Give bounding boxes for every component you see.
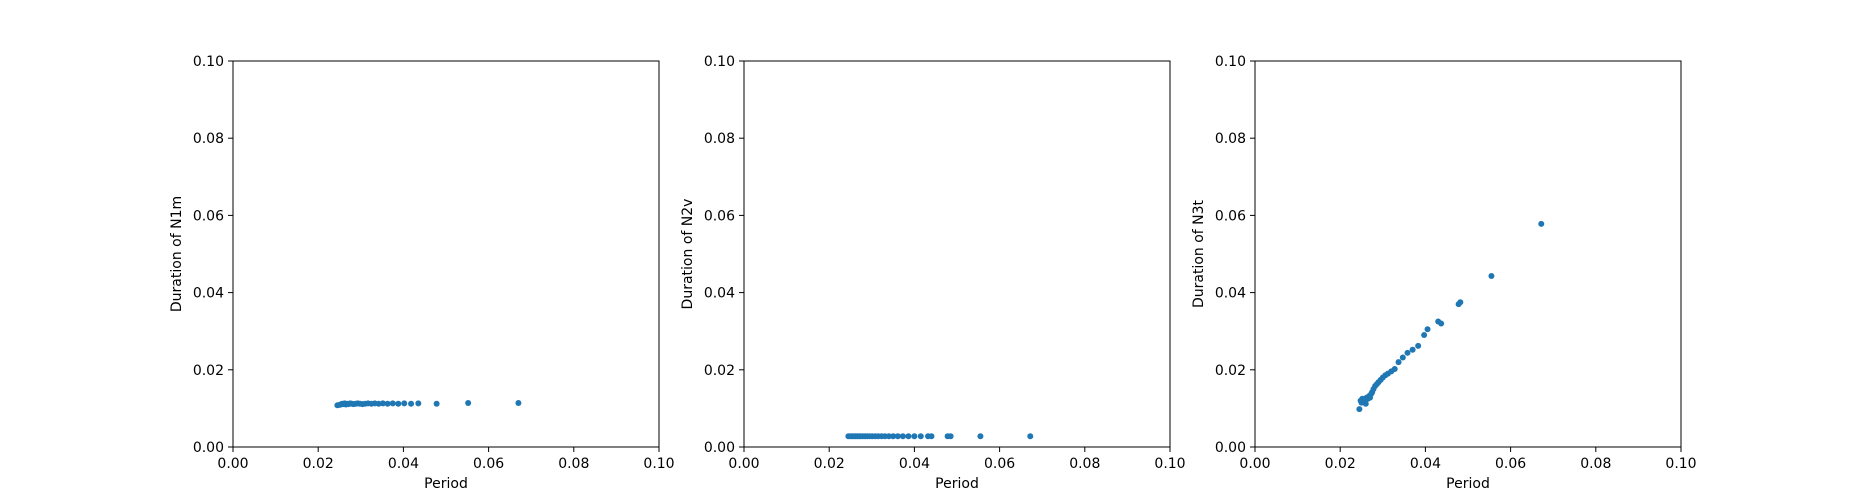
- x-tick-label: 0.10: [643, 456, 674, 472]
- y-tick-label: 0.04: [193, 286, 224, 302]
- y-axis-label: Duration of N2v: [680, 199, 696, 310]
- data-point: [977, 433, 984, 440]
- y-tick-label: 0.10: [704, 54, 735, 70]
- data-point: [885, 433, 892, 440]
- x-tick-label: 0.04: [388, 456, 419, 472]
- x-tick-label: 0.08: [558, 456, 589, 472]
- y-tick-label: 0.00: [193, 440, 224, 456]
- data-point: [401, 400, 408, 407]
- y-tick-label: 0.04: [704, 286, 735, 302]
- x-axis-label: Period: [1446, 476, 1490, 492]
- x-axis-label: Period: [424, 476, 468, 492]
- data-point: [395, 400, 402, 407]
- data-point: [1409, 346, 1416, 353]
- data-point: [1538, 220, 1545, 227]
- x-tick-label: 0.00: [217, 456, 248, 472]
- data-point: [1457, 299, 1464, 306]
- y-tick-label: 0.02: [193, 363, 224, 379]
- data-point: [894, 433, 901, 440]
- data-point: [1027, 433, 1034, 440]
- y-tick-label: 0.00: [704, 440, 735, 456]
- data-point: [1395, 359, 1402, 366]
- panel-2: 0.00 0.02 0.04 0.06 0.08 0.10 0.00 0.02 0.04 0.06…: [680, 54, 1186, 492]
- plot-frame: [743, 60, 1171, 448]
- data-point: [1421, 332, 1428, 339]
- data-point: [1399, 354, 1406, 361]
- x-tick-label: 0.08: [1580, 456, 1611, 472]
- data-point: [905, 433, 912, 440]
- y-tick-label: 0.10: [1215, 54, 1246, 70]
- data-point: [1438, 320, 1445, 327]
- data-point: [515, 399, 522, 406]
- x-tick-label: 0.02: [814, 456, 845, 472]
- data-point: [890, 433, 897, 440]
- x-tick-label: 0.02: [303, 456, 334, 472]
- x-tick-label: 0.02: [1325, 456, 1356, 472]
- y-tick-label: 0.06: [704, 208, 735, 224]
- data-point: [917, 433, 924, 440]
- data-point: [389, 400, 396, 407]
- x-tick-label: 0.06: [473, 456, 504, 472]
- x-tick-label: 0.10: [1154, 456, 1185, 472]
- x-tick-label: 0.06: [984, 456, 1015, 472]
- x-tick-label: 0.08: [1069, 456, 1100, 472]
- data-point: [1404, 349, 1411, 356]
- y-tick-label: 0.10: [193, 54, 224, 70]
- data-point: [384, 400, 391, 407]
- data-point: [947, 433, 954, 440]
- data-point: [415, 400, 422, 407]
- y-tick-label: 0.08: [704, 131, 735, 147]
- data-point: [899, 433, 906, 440]
- x-tick-label: 0.04: [1410, 456, 1441, 472]
- plot-frame: [1254, 60, 1682, 448]
- x-tick-label: 0.04: [899, 456, 930, 472]
- y-axis-label: Duration of N3t: [1191, 199, 1207, 308]
- data-point: [408, 400, 415, 407]
- data-point: [1415, 342, 1422, 349]
- panel-3: 0.00 0.02 0.04 0.06 0.08 0.10 0.00 0.02 0.04 0.06…: [1191, 54, 1697, 492]
- x-tick-label: 0.00: [728, 456, 759, 472]
- data-point: [465, 399, 472, 406]
- x-tick-label: 0.10: [1665, 456, 1696, 472]
- data-point: [1424, 326, 1431, 333]
- data-point: [433, 400, 440, 407]
- y-tick-label: 0.08: [1215, 131, 1246, 147]
- y-tick-label: 0.04: [1215, 286, 1246, 302]
- data-point: [911, 433, 918, 440]
- data-point: [1356, 406, 1363, 413]
- data-point: [379, 400, 386, 407]
- x-axis-label: Period: [935, 476, 979, 492]
- y-tick-label: 0.06: [193, 208, 224, 224]
- x-tick-label: 0.06: [1495, 456, 1526, 472]
- data-point: [928, 433, 935, 440]
- y-tick-label: 0.00: [1215, 440, 1246, 456]
- data-point: [1362, 400, 1369, 407]
- plot-frame: [232, 60, 660, 448]
- y-tick-label: 0.02: [704, 363, 735, 379]
- data-point: [1391, 366, 1398, 373]
- y-tick-label: 0.08: [193, 131, 224, 147]
- x-tick-label: 0.00: [1239, 456, 1270, 472]
- panel-1: 0.00 0.02 0.04 0.06 0.08 0.10 0.00 0.02 0.04 0.06…: [169, 54, 675, 492]
- y-axis-label: Duration of N1m: [169, 196, 185, 312]
- y-tick-label: 0.02: [1215, 363, 1246, 379]
- y-tick-label: 0.06: [1215, 208, 1246, 224]
- data-point: [1488, 273, 1495, 280]
